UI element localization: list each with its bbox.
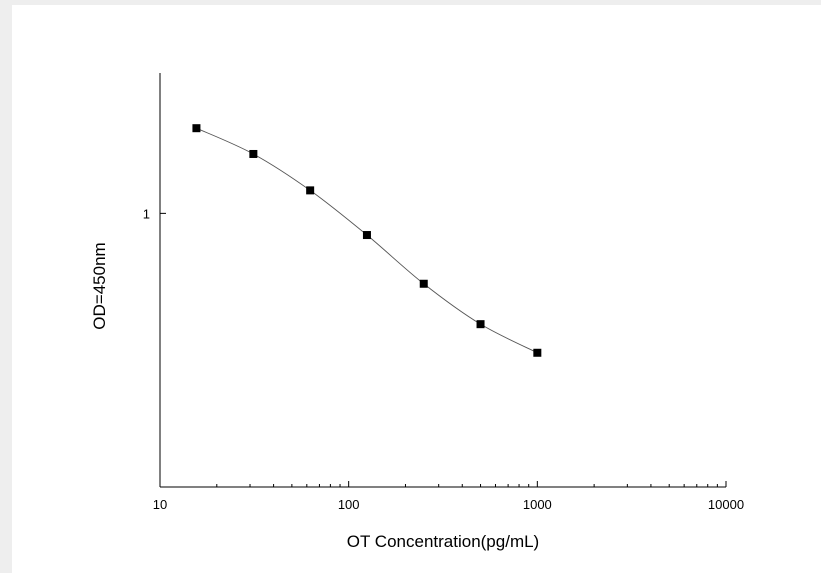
data-point [476,320,485,329]
x-axis-label: OT Concentration(pg/mL) [347,532,539,551]
data-point [306,186,315,195]
data-point [419,279,428,288]
chart-frame: 10 100 1000 10000 1 OT Concentration(pg/mL)… [12,5,821,573]
data-point [362,231,371,240]
y-axis-label: OD=450nm [90,242,109,329]
fit-curve [196,127,538,354]
data-point [533,348,542,357]
x-tick-label: 10 [153,497,167,512]
data-points [192,124,542,357]
x-ticks: 10 100 1000 10000 [153,481,744,512]
data-point [192,124,201,133]
y-tick-label: 1 [143,206,150,221]
ot-standard-curve-chart: 10 100 1000 10000 1 OT Concentration(pg/mL)… [90,73,744,551]
y-ticks: 1 [143,206,166,221]
x-tick-label: 10000 [708,497,744,512]
data-point [249,149,258,158]
x-tick-label: 100 [338,497,360,512]
axes [159,73,726,488]
x-tick-label: 1000 [523,497,552,512]
